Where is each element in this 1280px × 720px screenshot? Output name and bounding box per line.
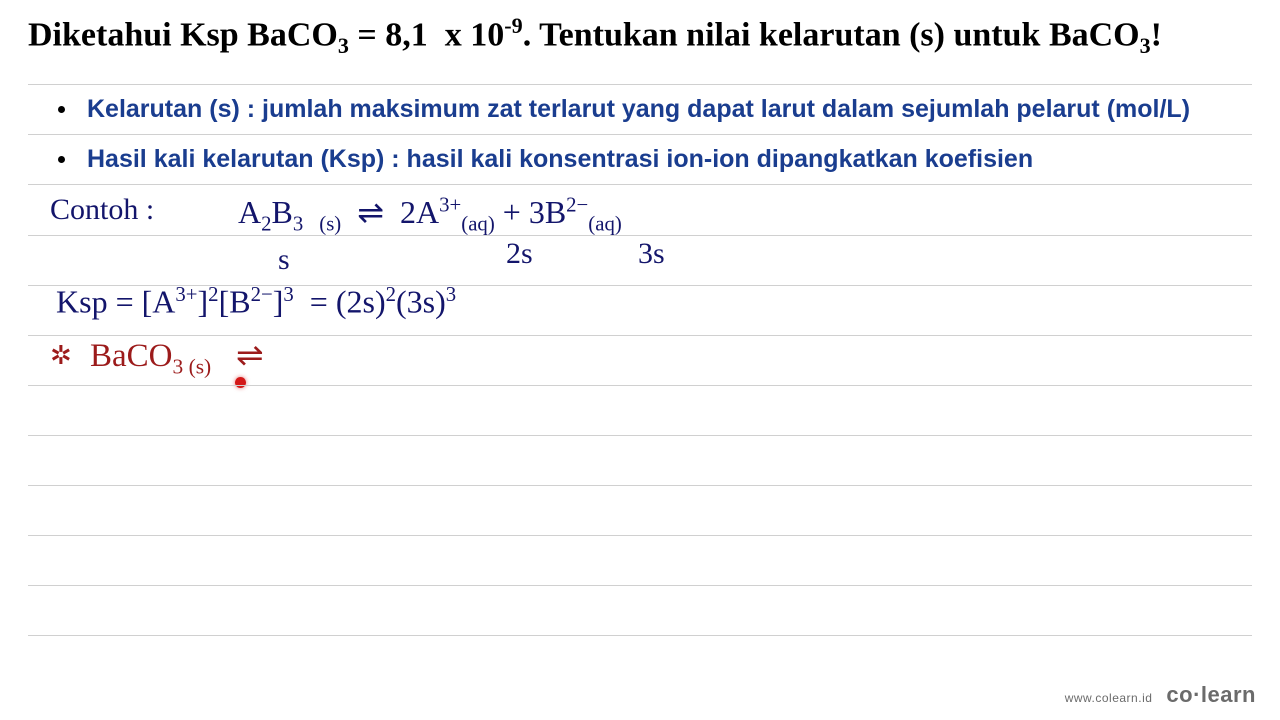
- ruled-line: [28, 385, 1252, 386]
- bullet-row: Kelarutan (s) : jumlah maksimum zat terl…: [28, 85, 1252, 135]
- ruled-line: [28, 535, 1252, 536]
- bullet-row: Hasil kali kelarutan (Ksp) : hasil kali …: [28, 135, 1252, 185]
- bullet-text: Hasil kali kelarutan (Ksp) : hasil kali …: [87, 145, 1033, 174]
- footer-logo: co·learn: [1166, 682, 1256, 708]
- ruled-line: [28, 285, 1252, 286]
- hw-baco3-equation: BaCO3 (s) ⇌: [90, 335, 264, 380]
- bullet-dot-icon: [58, 156, 65, 163]
- hw-contoh-label: Contoh :: [50, 193, 154, 227]
- footer-url: www.colearn.id: [1065, 691, 1153, 705]
- laser-pointer-icon: [235, 377, 246, 388]
- hw-equation-a2b3: A2B3 (s) ⇌ 2A3+(aq) + 3B2−(aq): [238, 193, 622, 236]
- ruled-line: [28, 485, 1252, 486]
- ruled-line: [28, 435, 1252, 436]
- ruled-line: [28, 585, 1252, 586]
- ruled-line: [28, 235, 1252, 236]
- hw-2s: 2s: [506, 237, 533, 271]
- worksheet-area: Contoh : A2B3 (s) ⇌ 2A3+(aq) + 3B2−(aq) …: [28, 185, 1252, 655]
- hw-s: s: [278, 243, 290, 277]
- problem-title: Diketahui Ksp BaCO3 = 8,1 x 10-9. Tentuk…: [28, 10, 1252, 62]
- ruled-line: [28, 635, 1252, 636]
- hw-3s: 3s: [638, 237, 665, 271]
- footer: www.colearn.id co·learn: [1065, 682, 1256, 708]
- hw-ksp-equation: Ksp = [A3+]2[B2−]3 = (2s)2(3s)3: [56, 283, 456, 321]
- ruled-line: [28, 335, 1252, 336]
- bullet-text: Kelarutan (s) : jumlah maksimum zat terl…: [87, 95, 1190, 124]
- definitions-list: Kelarutan (s) : jumlah maksimum zat terl…: [28, 84, 1252, 185]
- hw-star-icon: ✲: [50, 341, 72, 371]
- bullet-dot-icon: [58, 106, 65, 113]
